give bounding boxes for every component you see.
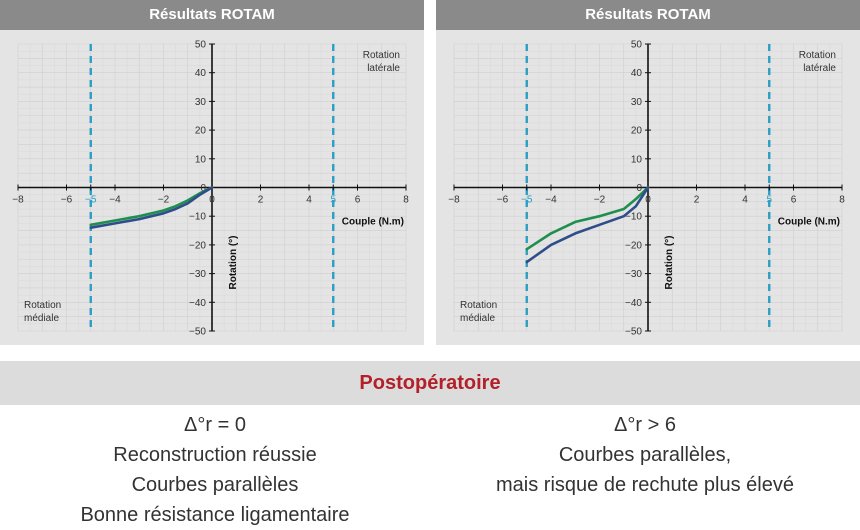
y-tick-label: 30 — [195, 97, 207, 108]
summary-line: Courbes parallèles — [131, 474, 299, 496]
summary-delta: Δ°r > 6 — [614, 414, 676, 436]
x-tick-label: −2 — [158, 195, 170, 206]
chart-svg: −8 −6 −5 −4 −2 0 2 4 5 6 8−50−40−30−20−10010203040… — [12, 40, 409, 338]
y-tick-label: −10 — [625, 212, 642, 223]
y-axis-label: Rotation (°) — [664, 236, 675, 290]
summary-delta: Δ°r = 0 — [184, 414, 246, 436]
chart-area: −8 −6 −5 −4 −2 0 2 4 5 6 8 −50 −40 −30 −20 −10 0 10 20 30 40… — [0, 30, 424, 345]
x-tick-label: 2 — [258, 195, 264, 206]
chart-panel-left: Résultats ROTAM −8 −6 −5 −4 −2 0 2 4 5 6 8 −50 −40 −3… — [0, 0, 424, 345]
annotation-lateral: Rotation — [799, 50, 836, 61]
y-tick-label: 40 — [195, 68, 207, 79]
y-tick-label: −40 — [189, 298, 206, 309]
x-tick-label: 5 — [766, 195, 772, 206]
y-tick-label: −30 — [189, 269, 206, 280]
x-tick-label: 0 — [209, 195, 215, 206]
chart-title: Résultats ROTAM — [0, 0, 424, 30]
annotation-medial: Rotation — [24, 300, 61, 311]
x-axis-label: Couple (N.m) — [778, 217, 840, 228]
x-tick-label: −8 — [448, 195, 460, 206]
y-tick-label: −20 — [189, 240, 206, 251]
summary-line: Reconstruction réussie — [113, 444, 317, 466]
summary-line: mais risque de rechute plus élevé — [496, 474, 794, 496]
summary-right: Δ°r > 6 Courbes parallèles, mais risque … — [430, 410, 860, 500]
summary-line: Courbes parallèles, — [558, 444, 732, 466]
x-tick-label: 4 — [742, 195, 748, 206]
y-tick-label: −50 — [189, 327, 206, 338]
chart-panel-right: Résultats ROTAM −8 −6 −5 −4 −2 0 2 4 5 6 8 −50 −40 −3… — [436, 0, 860, 345]
x-tick-label: −2 — [594, 195, 606, 206]
x-tick-label: 0 — [645, 195, 651, 206]
annotation-lateral: latérale — [367, 63, 400, 74]
x-tick-label: 8 — [839, 195, 845, 206]
annotation-medial: médiale — [24, 313, 59, 324]
y-tick-label: −20 — [625, 240, 642, 251]
x-tick-label: −5 — [85, 195, 97, 206]
y-tick-label: 50 — [195, 40, 207, 51]
y-tick-label: 10 — [195, 154, 207, 165]
y-tick-label: 40 — [631, 68, 643, 79]
y-axis-label: Rotation (°) — [228, 236, 239, 290]
series-line — [525, 186, 650, 251]
series-line — [89, 186, 214, 227]
x-tick-label: 8 — [403, 195, 409, 206]
x-tick-label: −6 — [497, 195, 509, 206]
x-tick-label: 6 — [355, 195, 361, 206]
chart-area: −8 −6 −5 −4 −2 0 2 4 5 6 8 −50 −40 −30 −20 −10 0 10 20 30 40… — [436, 30, 860, 345]
postop-banner: Postopératoire — [0, 361, 860, 405]
annotation-medial: médiale — [460, 313, 495, 324]
y-tick-label: −50 — [625, 327, 642, 338]
x-tick-label: −4 — [109, 195, 121, 206]
y-tick-label: 10 — [631, 154, 643, 165]
y-tick-label: −40 — [625, 298, 642, 309]
y-tick-label: 20 — [195, 126, 207, 137]
x-axis-label: Couple (N.m) — [342, 217, 404, 228]
series-line — [89, 186, 214, 229]
x-tick-label: −5 — [521, 195, 533, 206]
annotation-lateral: latérale — [803, 63, 836, 74]
y-tick-label: 50 — [631, 40, 643, 51]
y-tick-label: −10 — [189, 212, 206, 223]
x-tick-label: 6 — [791, 195, 797, 206]
x-tick-label: 4 — [306, 195, 312, 206]
y-tick-label: 30 — [631, 97, 643, 108]
annotation-medial: Rotation — [460, 300, 497, 311]
y-tick-label: −30 — [625, 269, 642, 280]
summary-line: Bonne résistance ligamentaire — [80, 504, 350, 526]
x-tick-label: 2 — [694, 195, 700, 206]
x-tick-label: −8 — [12, 195, 24, 206]
x-tick-label: −4 — [545, 195, 557, 206]
x-tick-label: 5 — [330, 195, 336, 206]
series-line — [525, 186, 650, 264]
summary-left: Δ°r = 0 Reconstruction réussie Courbes p… — [0, 410, 430, 530]
chart-svg: −8 −6 −5 −4 −2 0 2 4 5 6 8−50−40−30−20−10010203040… — [448, 40, 845, 338]
y-tick-label: 0 — [200, 183, 206, 194]
y-tick-label: 0 — [636, 183, 642, 194]
x-tick-label: −6 — [61, 195, 73, 206]
y-tick-label: 20 — [631, 126, 643, 137]
chart-title: Résultats ROTAM — [436, 0, 860, 30]
annotation-lateral: Rotation — [363, 50, 400, 61]
